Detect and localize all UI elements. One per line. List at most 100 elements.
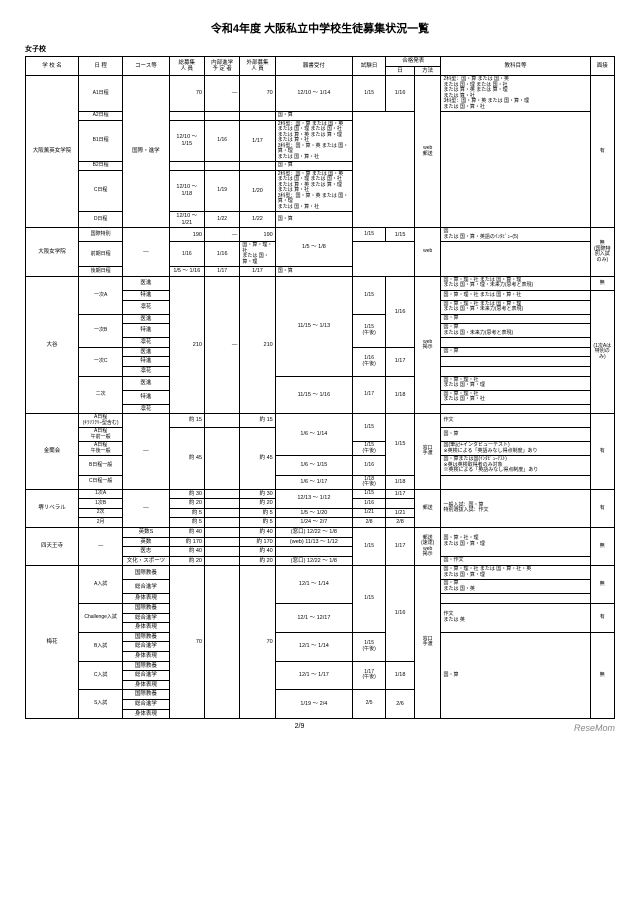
cell-capacity: 70 [169, 76, 204, 112]
cell-external: 約 5 [240, 518, 275, 528]
cell-external: 約 20 [240, 556, 275, 566]
cell-school: 金蘭会 [26, 414, 79, 490]
cell-exam: 1/15 [353, 566, 386, 632]
cell-interview: 有 [590, 414, 614, 490]
cell-external: 約 30 [240, 489, 275, 499]
cell-announce-date [240, 162, 275, 171]
cell-schedule: B日程一般 [79, 456, 123, 476]
cell-course: 凛花 [123, 338, 169, 348]
table-row: 堺リベラル1次A—約 30約 3012/13 ～ 1/121/151/17郵送一… [26, 489, 615, 499]
cell-announce-method: web [414, 228, 441, 277]
cell-schedule: A日程午後一般 [79, 442, 123, 456]
cell-schedule: 1次B [79, 499, 123, 509]
cell-capacity: 約 45 [169, 428, 204, 490]
cell-course: 総合進学 [123, 642, 169, 652]
cell-announce-date: 2/8 [386, 518, 415, 528]
cell-exam: 1/15(午後) [353, 314, 386, 347]
cell-announce-date: 1/21 [386, 508, 415, 518]
cell-internal: — [204, 276, 239, 413]
table-row: C日程12/10 ～ 1/181/191/202科型：国・算 または 国・英また… [26, 170, 615, 212]
cell-course: 凛花 [123, 300, 169, 314]
cell-external: 210 [240, 276, 275, 413]
cell-schedule: 2次 [79, 508, 123, 518]
cell-schedule: D日程 [79, 212, 123, 228]
cell-capacity: 約 20 [169, 499, 204, 509]
cell-course: 身体表現 [123, 709, 169, 719]
cell-subjects [441, 594, 590, 604]
cell-external: 70 [240, 76, 275, 112]
table-row: C日程一般1/6 ～ 1/171/18(午後)1/18 [26, 475, 615, 489]
cell-exam: 2/5 [353, 690, 386, 719]
cell-interview: 無 [590, 632, 614, 718]
cell-course: 総合進学 [123, 613, 169, 623]
cell-course: 国際教養 [123, 661, 169, 671]
cell-schedule: 前期日程 [79, 242, 123, 267]
cell-subjects: 国・算・社・理または 国・算・理 [441, 528, 590, 557]
cell-announce-method: 郵送 [414, 489, 441, 527]
cell-course: 医志 [123, 547, 169, 557]
cell-application: 1/6 ～ 1/14 [275, 414, 352, 456]
cell-exam: 1/19 [204, 170, 239, 212]
cell-announce-date: 1/18 [386, 376, 415, 414]
cell-schedule: 一次C [79, 347, 123, 376]
cell-subjects: 国・算・理・社 または 国・算・社・英または 国・算・理 [441, 566, 590, 580]
cell-subjects: 国・作文 [441, 556, 590, 566]
cell-announce-date: 1/17 [240, 120, 275, 162]
cell-subjects: 国・算・理・社または 国・算・理 [240, 242, 275, 267]
table-row: B2日程国・算 [26, 162, 615, 171]
cell-subjects [441, 404, 590, 414]
cell-internal [204, 528, 239, 538]
cell-interview: 無 [590, 566, 614, 604]
cell-subjects: 作文 [441, 414, 590, 428]
cell-application: 1/6 ～ 1/15 [275, 456, 352, 476]
cell-schedule: S入試 [79, 690, 123, 719]
cell-exam: 1/21 [353, 508, 386, 518]
cell-subjects [441, 357, 590, 367]
cell-application [169, 112, 204, 121]
cell-announce-date: 2/6 [386, 690, 415, 719]
cell-schedule: 後期日程 [79, 267, 123, 277]
cell-interview: 有 [590, 489, 614, 527]
cell-capacity: 70 [169, 566, 204, 719]
th-internal: 内部進学予 定 者 [204, 57, 239, 76]
th-external: 外部募集人 員 [240, 57, 275, 76]
cell-interview: (1次Aは特別のみ) [590, 290, 614, 413]
cell-external: 約 5 [240, 508, 275, 518]
table-row: 四天王寺—英数S約 40約 40(窓口) 12/22 ～ 1/81/151/17… [26, 528, 615, 538]
cell-subjects: 2科型：国・算 または 国・英または 国・理 または 国・社または 算・英 また… [275, 170, 352, 212]
cell-internal [204, 566, 239, 719]
cell-course: 身体表現 [123, 680, 169, 690]
cell-course: 国際教養 [123, 690, 169, 700]
cell-announce-date: 1/20 [240, 170, 275, 212]
cell-school: 大阪薫英女学院 [26, 76, 79, 228]
cell-interview: 有 [590, 76, 614, 228]
cell-course: 特進 [123, 357, 169, 367]
cell-application: (窓口) 12/22 ～ 1/8 [275, 556, 352, 566]
cell-schedule: 一次B [79, 314, 123, 347]
cell-course: 特進 [123, 390, 169, 404]
cell-internal: — [204, 76, 239, 112]
cell-exam: 1/16 [204, 120, 239, 162]
table-row: 梅花A入試国際教養707012/1 ～ 1/141/151/16窓口手渡国・算・… [26, 566, 615, 580]
cell-subjects: 国・算・理・社または 国・算・社 [441, 390, 590, 404]
table-row: 金蘭会A日程(ｷﾗﾘﾌｸﾘｰ型含む)—約 15約 151/6 ～ 1/141/1… [26, 414, 615, 428]
cell-capacity: 約 40 [169, 547, 204, 557]
th-course: コース等 [123, 57, 169, 76]
cell-exam: 1/16 [169, 242, 204, 267]
cell-school: 大谷 [26, 276, 79, 413]
cell-exam: 1/16 [353, 456, 386, 476]
cell-exam: 1/22 [204, 212, 239, 228]
cell-schedule: A1日程 [79, 76, 123, 112]
cell-application: 12/10 ～ 1/21 [169, 212, 204, 228]
cell-schedule: C入試 [79, 661, 123, 690]
cell-course: 国際教養 [123, 603, 169, 613]
cell-internal [204, 428, 239, 490]
cell-capacity: 約 5 [169, 508, 204, 518]
cell-interview: 有 [590, 603, 614, 632]
cell-course: 総合進学 [123, 580, 169, 594]
cell-announce-method: web郵送 [414, 76, 441, 228]
main-table: 学 校 名 日 程 コース等 総募集人 員 内部進学予 定 者 外部募集人 員 … [25, 56, 615, 719]
cell-exam: 2/8 [353, 518, 386, 528]
cell-course: 身体表現 [123, 651, 169, 661]
cell-course: — [123, 489, 169, 527]
